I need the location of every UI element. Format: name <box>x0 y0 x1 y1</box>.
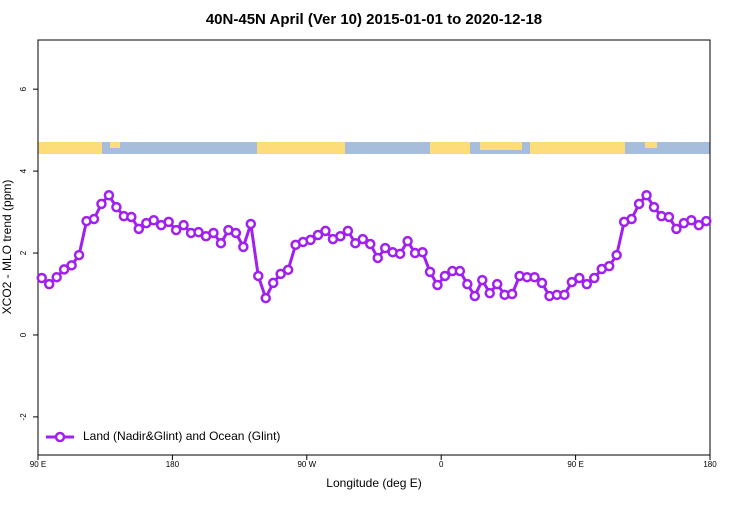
data-point <box>253 270 264 282</box>
data-point <box>536 277 548 289</box>
data-point <box>529 271 540 283</box>
data-point <box>357 233 369 245</box>
data-point <box>589 272 600 284</box>
data-point <box>701 215 712 227</box>
data-point <box>394 248 406 260</box>
data-point <box>663 211 675 223</box>
data-point <box>133 223 145 235</box>
data-point <box>312 229 324 241</box>
data-point <box>477 274 488 286</box>
data-point <box>148 215 159 226</box>
data-point <box>462 278 473 290</box>
legend-label: Land (Nadir&Glint) and Ocean (Glint) <box>83 429 280 443</box>
x-tick-label: 180 <box>166 460 180 469</box>
data-point <box>282 264 294 276</box>
data-point <box>66 260 77 271</box>
data-point <box>88 213 100 225</box>
data-point <box>424 266 436 278</box>
surface-band <box>38 142 710 154</box>
data-point <box>484 287 495 299</box>
data-point <box>566 276 578 288</box>
data-point <box>432 279 443 291</box>
y-tick-label: 6 <box>19 86 28 91</box>
data-point <box>559 289 570 301</box>
data-point <box>96 198 107 210</box>
y-tick-label: 0 <box>19 332 28 337</box>
data-point <box>103 190 115 201</box>
land-band <box>480 142 522 150</box>
x-tick-label: 180 <box>703 460 717 469</box>
data-point <box>686 215 697 226</box>
data-point <box>215 237 227 249</box>
data-point <box>648 201 660 213</box>
data-point <box>491 278 503 290</box>
data-point <box>73 249 85 261</box>
data-point <box>170 224 182 236</box>
y-tick-label: 4 <box>19 168 28 173</box>
x-axis-title: Longitude (deg E) <box>326 476 421 490</box>
data-point <box>275 268 286 280</box>
data-point <box>469 290 481 302</box>
data-point <box>633 198 645 210</box>
data-point <box>178 219 189 231</box>
data-point <box>626 213 637 225</box>
data-point <box>230 227 242 239</box>
land-band <box>110 142 120 148</box>
plot-frame <box>37 39 711 456</box>
data-point <box>238 241 249 253</box>
land-band <box>38 142 102 154</box>
legend-marker <box>54 431 66 443</box>
data-point <box>574 272 585 284</box>
data-point <box>208 227 219 239</box>
data-point <box>693 219 705 231</box>
data-point <box>320 225 331 237</box>
land-band <box>430 142 470 154</box>
data-point <box>365 238 376 250</box>
data-point <box>260 292 271 304</box>
data-point <box>58 264 70 275</box>
data-point <box>163 216 174 228</box>
data-point <box>439 270 451 282</box>
data-point <box>335 230 346 242</box>
data-point <box>36 272 47 284</box>
x-tick-label: 90 W <box>297 460 316 469</box>
data-point <box>671 223 682 235</box>
data-point <box>267 277 279 289</box>
land-band <box>645 142 657 148</box>
data-point <box>111 201 122 213</box>
data-point <box>372 252 383 264</box>
chart-title: 40N-45N April (Ver 10) 2015-01-01 to 202… <box>206 11 542 28</box>
data-point <box>603 260 615 272</box>
data-point <box>245 218 257 230</box>
data-point <box>581 278 593 290</box>
data-point <box>193 226 204 238</box>
data-point <box>305 234 316 246</box>
data-point <box>342 225 354 237</box>
data-point <box>417 246 428 258</box>
y-tick-label: 2 <box>19 250 28 255</box>
data-point <box>506 288 518 300</box>
y-tick-label: -2 <box>19 413 28 421</box>
data-point <box>43 278 55 290</box>
x-tick-label: 90 E <box>30 460 46 469</box>
data-point <box>454 265 466 277</box>
y-axis-title: XCO2 - MLO trend (ppm) <box>0 180 14 315</box>
data-point <box>350 237 361 249</box>
land-band <box>257 142 345 154</box>
data-point <box>379 242 391 254</box>
data-point <box>402 235 413 247</box>
x-tick-label: 0 <box>439 460 444 469</box>
data-point <box>126 211 137 223</box>
data-point <box>611 249 622 261</box>
data-point <box>51 271 62 283</box>
x-tick-label: 90 E <box>567 460 583 469</box>
data-point <box>641 190 652 201</box>
land-band <box>530 142 625 154</box>
